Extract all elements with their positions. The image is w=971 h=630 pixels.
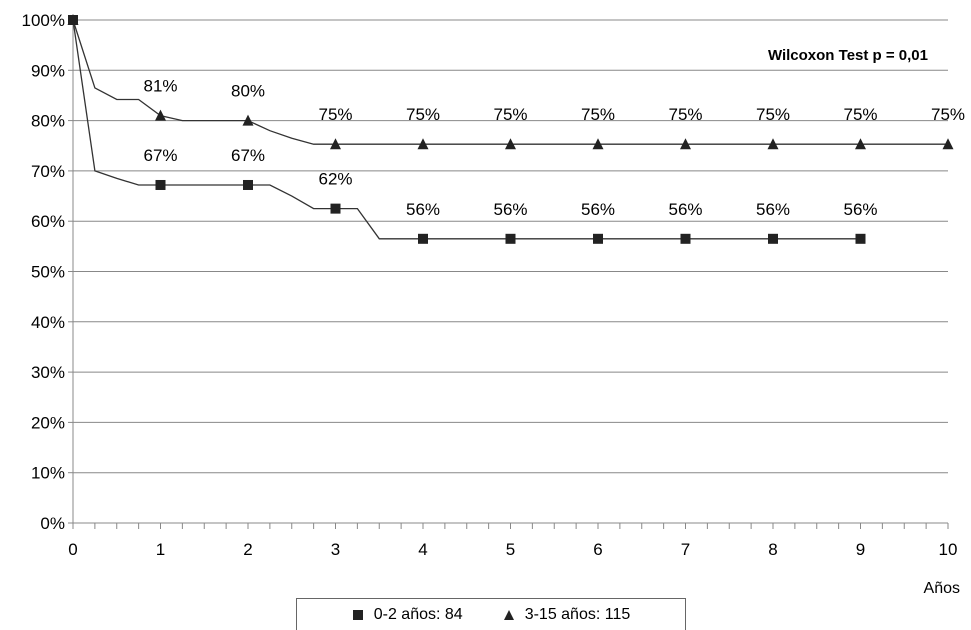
data-point-triangle xyxy=(417,138,429,150)
x-tick-label: 3 xyxy=(331,540,340,559)
data-label: 75% xyxy=(318,105,352,124)
data-label: 56% xyxy=(493,200,527,219)
y-tick-label: 0% xyxy=(40,514,65,533)
data-label: 81% xyxy=(143,77,177,96)
data-point-square xyxy=(768,233,778,244)
legend-label-3-15: 3-15 años: 115 xyxy=(524,605,631,623)
data-label: 56% xyxy=(756,200,790,219)
data-point-square xyxy=(593,233,603,244)
y-tick-label: 80% xyxy=(31,112,65,131)
data-label: 75% xyxy=(493,105,527,124)
series-1: 81% 80% 75% 75% 75% 75% 75% 75% 75% 75% xyxy=(67,14,965,150)
x-tick-label: 7 xyxy=(681,540,690,559)
gridlines xyxy=(73,19,948,474)
y-tick-label: 60% xyxy=(31,212,65,231)
data-point-triangle xyxy=(855,138,866,150)
y-tick-label: 50% xyxy=(31,263,65,282)
survival-chart: 0%10%20%30%40%50%60%70%80%90%100%0 1 2 3 4 5 6… xyxy=(22,11,966,597)
data-point-triangle xyxy=(942,138,954,150)
legend-item-3-15: 3-15 años: 115 xyxy=(503,605,631,624)
data-point-triangle xyxy=(680,138,691,150)
data-label: 67% xyxy=(231,146,265,165)
data-label: 67% xyxy=(143,146,177,165)
data-label: 75% xyxy=(581,105,615,124)
x-tick-label: 6 xyxy=(593,540,602,559)
x-tick-label: 10 xyxy=(939,540,958,559)
data-point-triangle xyxy=(767,138,779,150)
data-point-triangle xyxy=(330,138,341,150)
data-point-triangle xyxy=(242,114,254,126)
y-tick-label: 10% xyxy=(31,464,65,483)
x-tick-label: 9 xyxy=(856,540,865,559)
data-label: 75% xyxy=(406,105,440,124)
data-label: 80% xyxy=(231,82,265,101)
data-point-triangle xyxy=(505,138,516,150)
data-point-square xyxy=(155,179,166,190)
data-label: 75% xyxy=(756,105,790,124)
y-tick-label: 90% xyxy=(31,61,65,80)
data-label: 56% xyxy=(581,200,615,219)
y-tick-label: 30% xyxy=(31,363,65,382)
x-tick-label: 2 xyxy=(243,540,252,559)
data-point-triangle xyxy=(67,14,79,25)
data-point-square xyxy=(243,179,253,190)
triangle-marker-icon xyxy=(503,609,514,620)
data-label: 56% xyxy=(668,200,702,219)
x-tick-label: 5 xyxy=(506,540,515,559)
axes: 0%10%20%30%40%50%60%70%80%90%100%0 1 2 3 4 5 6… xyxy=(22,11,958,559)
data-point-square xyxy=(855,233,866,244)
legend: 0-2 años: 84 3-15 años: 115 xyxy=(296,598,686,630)
data-point-triangle xyxy=(155,109,166,121)
legend-label-0-2: 0-2 años: 84 xyxy=(373,605,463,623)
series-line xyxy=(72,19,948,145)
data-point-square xyxy=(418,233,428,244)
series-0: 67% 67% 62% 56% 56% 56% 56% 56% 56% xyxy=(68,15,878,244)
x-tick-label: 0 xyxy=(68,540,77,559)
series-line xyxy=(72,19,861,240)
x-tick-label: 8 xyxy=(768,540,777,559)
y-tick-label: 20% xyxy=(31,413,65,432)
y-tick-label: 100% xyxy=(22,11,65,30)
data-label: 56% xyxy=(406,200,440,219)
data-label: 56% xyxy=(843,200,877,219)
data-point-square xyxy=(505,233,516,244)
y-tick-label: 40% xyxy=(31,313,65,332)
legend-item-0-2: 0-2 años: 84 xyxy=(352,606,463,624)
wilcoxon-annotation: Wilcoxon Test p = 0,01 xyxy=(768,47,928,64)
data-label: 75% xyxy=(931,105,965,124)
data-point-square xyxy=(330,203,341,214)
data-point-square xyxy=(680,233,691,244)
square-marker-icon xyxy=(352,609,363,620)
y-tick-label: 70% xyxy=(31,162,65,181)
data-label: 75% xyxy=(843,105,877,124)
x-axis-title: Años xyxy=(924,580,960,597)
data-label: 62% xyxy=(318,170,352,189)
data-label: 75% xyxy=(668,105,702,124)
data-point-triangle xyxy=(592,138,604,150)
series-layer: 67% 67% 62% 56% 56% 56% 56% 56% 56% 81% 80% 75% 75% 7… xyxy=(67,14,965,244)
x-tick-label: 4 xyxy=(418,540,427,559)
x-tick-label: 1 xyxy=(156,540,165,559)
